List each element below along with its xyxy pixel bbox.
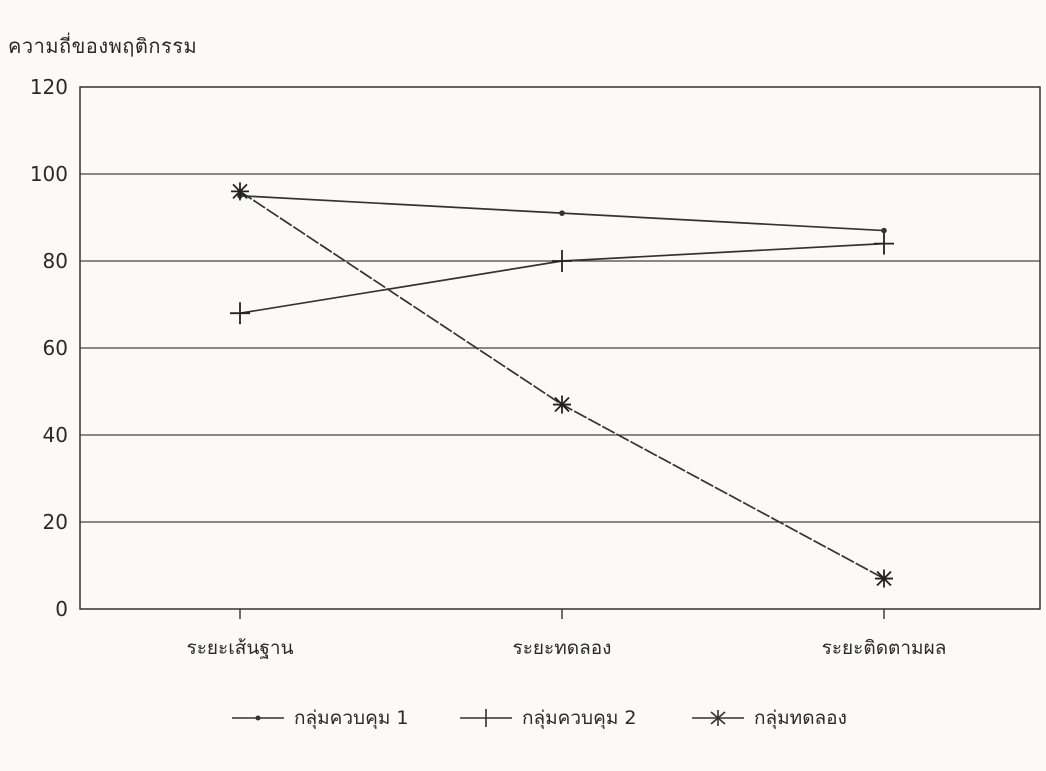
x-tick-label: ระยะติดตามผล — [822, 637, 947, 659]
y-tick-label: 0 — [55, 597, 68, 621]
data-point-dot — [881, 227, 887, 234]
y-tick-label: 20 — [43, 510, 68, 534]
y-tick-label: 60 — [43, 336, 68, 360]
legend-dot-line-icon — [232, 715, 284, 721]
legend: กลุ่มควบคุม 1 กลุ่มควบคุม 2 กลุ่มทดลอง — [230, 700, 930, 736]
data-point-asterisk — [875, 569, 893, 588]
series-lines — [239, 190, 885, 580]
legend-label-experimental: กลุ่มทดลอง — [754, 707, 847, 729]
y-tick-label: 80 — [43, 249, 68, 273]
y-tick-label: 40 — [43, 423, 68, 447]
data-point-asterisk — [553, 395, 571, 414]
data-point-dot — [559, 210, 565, 216]
legend-asterisk-line-icon — [692, 710, 744, 726]
x-tick-marks: ระยะเส้นฐาน ระยะทดลอง ระยะติดตามผล — [187, 609, 947, 659]
legend-label-control-1: กลุ่มควบคุม 1 — [294, 707, 409, 729]
plot-frame — [79, 86, 1041, 610]
x-tick-label: ระยะเส้นฐาน — [187, 637, 294, 659]
legend-plus-line-icon — [460, 709, 512, 727]
y-tick-label: 100 — [30, 162, 68, 186]
ast-4 — [876, 570, 892, 587]
ast-4 — [554, 396, 570, 413]
grid-lines — [80, 173, 1040, 523]
ast-4 — [232, 183, 248, 200]
legend-item-experimental: กลุ่มทดลอง — [690, 700, 847, 736]
series-markers — [230, 182, 894, 588]
data-point-plus — [874, 232, 894, 255]
legend-item-control-1: กลุ่มควบคุม 1 — [230, 700, 408, 736]
y-tick-label: 120 — [30, 75, 68, 99]
legend-label-control-2: กลุ่มควบคุม 2 — [522, 707, 637, 729]
data-point-plus — [552, 250, 572, 272]
legend-item-control-2: กลุ่มควบคุม 2 — [458, 700, 636, 736]
y-tick-labels: 0 20 40 60 80 100 120 — [30, 75, 68, 621]
x-tick-label: ระยะทดลอง — [513, 637, 612, 659]
data-point-asterisk — [231, 182, 249, 201]
data-point-plus — [230, 302, 250, 325]
y-axis-title: ความถี่ของพฤติกรรม — [8, 34, 198, 58]
